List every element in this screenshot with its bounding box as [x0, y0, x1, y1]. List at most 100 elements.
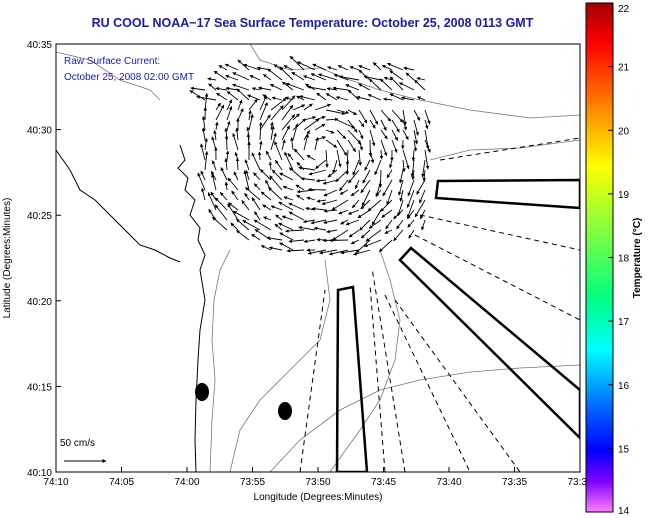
current-vector: [375, 189, 382, 197]
current-vector: [224, 158, 228, 171]
current-vector: [414, 79, 426, 91]
current-vector: [424, 149, 430, 170]
current-vector: [253, 183, 261, 191]
current-vector: [292, 123, 299, 141]
x-tick-label: 73:40: [436, 477, 461, 488]
current-vector: [336, 129, 347, 140]
current-vector: [340, 219, 349, 225]
current-vector: [232, 72, 250, 81]
current-vector: [347, 119, 358, 133]
current-vector: [314, 103, 332, 111]
beam-dash: [384, 294, 471, 472]
current-vector: [380, 129, 388, 140]
current-vector: [365, 229, 382, 242]
current-vector: [260, 191, 272, 201]
current-vector: [306, 154, 316, 161]
current-vector: [281, 125, 290, 141]
current-vector: [414, 199, 426, 218]
current-vector: [355, 239, 371, 254]
current-vector: [410, 159, 415, 178]
current-vector: [332, 229, 349, 241]
current-vector: [308, 169, 327, 176]
current-vector: [351, 199, 360, 209]
current-vector: [358, 149, 362, 166]
current-vector: [281, 139, 286, 151]
current-vector: [232, 210, 250, 221]
current-vector: [220, 167, 228, 181]
current-vector: [248, 110, 252, 121]
current-vector: [405, 72, 415, 81]
current-vector: [358, 139, 363, 151]
current-vector: [402, 119, 407, 131]
current-vector: [278, 222, 294, 231]
current-vector: [393, 229, 404, 242]
current-vector: [335, 96, 349, 101]
current-vector: [270, 132, 277, 151]
current-vector: [389, 76, 404, 91]
current-vector: [253, 219, 272, 231]
current-vector: [380, 109, 392, 122]
current-vector: [290, 137, 294, 151]
current-vector: [378, 239, 393, 253]
current-vector: [197, 172, 206, 191]
colorbar-tick-label: 18: [618, 254, 630, 265]
current-vector: [296, 194, 305, 201]
current-vector: [358, 83, 371, 91]
current-vector: [275, 159, 283, 171]
current-vector: [214, 204, 228, 221]
current-vector: [416, 96, 426, 101]
current-vector: [293, 148, 305, 161]
coastline: [177, 144, 206, 472]
current-vector: [200, 170, 206, 181]
current-vector: [254, 211, 261, 221]
colorbar-tick-label: 21: [618, 63, 630, 74]
current-vector: [212, 216, 228, 231]
current-vector: [306, 196, 316, 201]
figure-title: RU COOL NOAA−17 Sea Surface Temperature:…: [91, 16, 534, 30]
current-vector: [419, 209, 426, 220]
y-tick-label: 40:10: [27, 468, 52, 479]
current-vector: [310, 73, 327, 81]
current-vector: [219, 192, 228, 201]
current-vector: [283, 65, 294, 71]
current-vector: [314, 123, 326, 131]
current-vector: [281, 95, 296, 111]
current-vector: [368, 219, 382, 229]
current-vector: [282, 185, 294, 191]
current-vector: [325, 149, 329, 168]
current-vector: [347, 209, 360, 215]
current-vector: [424, 109, 431, 125]
current-vector: [407, 179, 415, 197]
current-vector: [251, 233, 261, 241]
current-vector: [215, 86, 228, 91]
current-vector: [270, 105, 284, 121]
current-vector: [249, 74, 261, 81]
current-vector: [288, 202, 305, 211]
current-vector: [319, 249, 338, 255]
station-marker: [195, 383, 209, 401]
current-vector: [369, 109, 379, 125]
colorbar-tick-label: 14: [618, 506, 630, 517]
x-tick-label: 73:55: [240, 477, 265, 488]
current-vector: [323, 209, 338, 213]
current-vector: [245, 187, 261, 201]
current-vector: [211, 173, 217, 191]
current-vector: [349, 66, 360, 71]
current-vector: [325, 129, 335, 134]
current-vector: [336, 149, 342, 168]
current-vector: [354, 179, 360, 190]
current-vector: [388, 159, 393, 169]
current-vector: [325, 109, 346, 116]
current-vector: [399, 189, 404, 202]
current-vector: [406, 199, 415, 219]
current-vector: [363, 75, 382, 81]
y-axis-ticks: 40:35 40:30 40:25 40:20 40:15 40:10: [27, 40, 61, 479]
current-vector: [232, 83, 250, 91]
current-vector: [269, 175, 283, 191]
current-vector: [278, 201, 294, 211]
current-vector: [279, 242, 294, 251]
current-vector: [315, 159, 327, 170]
current-vector: [374, 159, 382, 176]
current-vector: [378, 169, 383, 188]
current-vector: [211, 160, 217, 171]
